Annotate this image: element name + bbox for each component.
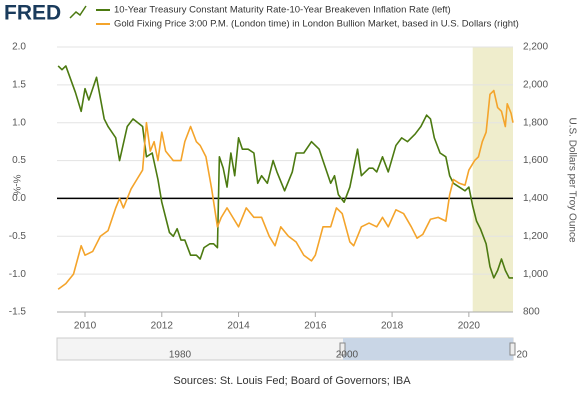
x-tick-label: 2020	[458, 321, 481, 332]
y-tick-label: 1.5	[12, 79, 26, 90]
navigator-selection[interactable]	[343, 338, 513, 360]
y-tick-label: -1.5	[9, 307, 27, 318]
y2-axis-label: U.S. Dollars per Troy Ounce	[566, 117, 577, 242]
source: Sources: St. Louis Fed; Board of Governo…	[173, 375, 411, 387]
series-line	[57, 89, 514, 290]
navigator-label: 1980	[169, 350, 192, 361]
y2-tick-label: 1,000	[523, 269, 548, 280]
y2-tick-label: 800	[523, 307, 540, 318]
x-tick-label: 2018	[381, 321, 404, 332]
x-tick-label: 2016	[304, 321, 327, 332]
navigator-label: 20	[516, 350, 528, 361]
x-tick-label: 2010	[74, 321, 97, 332]
plot-area	[57, 47, 513, 312]
y-tick-label: 1.0	[12, 117, 26, 128]
y-tick-label: -1.0	[9, 269, 27, 280]
x-tick-label: 2012	[151, 321, 174, 332]
y-tick-label: -0.5	[9, 231, 27, 242]
y2-tick-label: 2,000	[523, 79, 548, 90]
logo-icon	[69, 5, 87, 19]
y-tick-label: 2.0	[12, 42, 26, 53]
x-tick-label: 2014	[227, 321, 250, 332]
series-line	[57, 65, 513, 279]
logo: FRED	[4, 2, 61, 25]
navigator-handle[interactable]	[339, 342, 346, 356]
y-tick-label: 0.0	[12, 193, 26, 204]
y2-tick-label: 2,200	[523, 42, 548, 53]
navigator-handle[interactable]	[509, 342, 516, 356]
navigator-label: 2000	[336, 350, 359, 361]
y2-tick-label: 1,800	[523, 117, 548, 128]
legend-label: Gold Fixing Price 3:00 P.M. (London time…	[114, 19, 519, 30]
y2-tick-label: 1,200	[523, 231, 548, 242]
y-axis-label: %-%	[10, 174, 21, 195]
y2-tick-label: 1,400	[523, 193, 548, 204]
y2-tick-label: 1,600	[523, 155, 548, 166]
y-tick-label: 0.5	[12, 155, 26, 166]
legend-label: 10-Year Treasury Constant Maturity Rate-…	[114, 5, 451, 16]
